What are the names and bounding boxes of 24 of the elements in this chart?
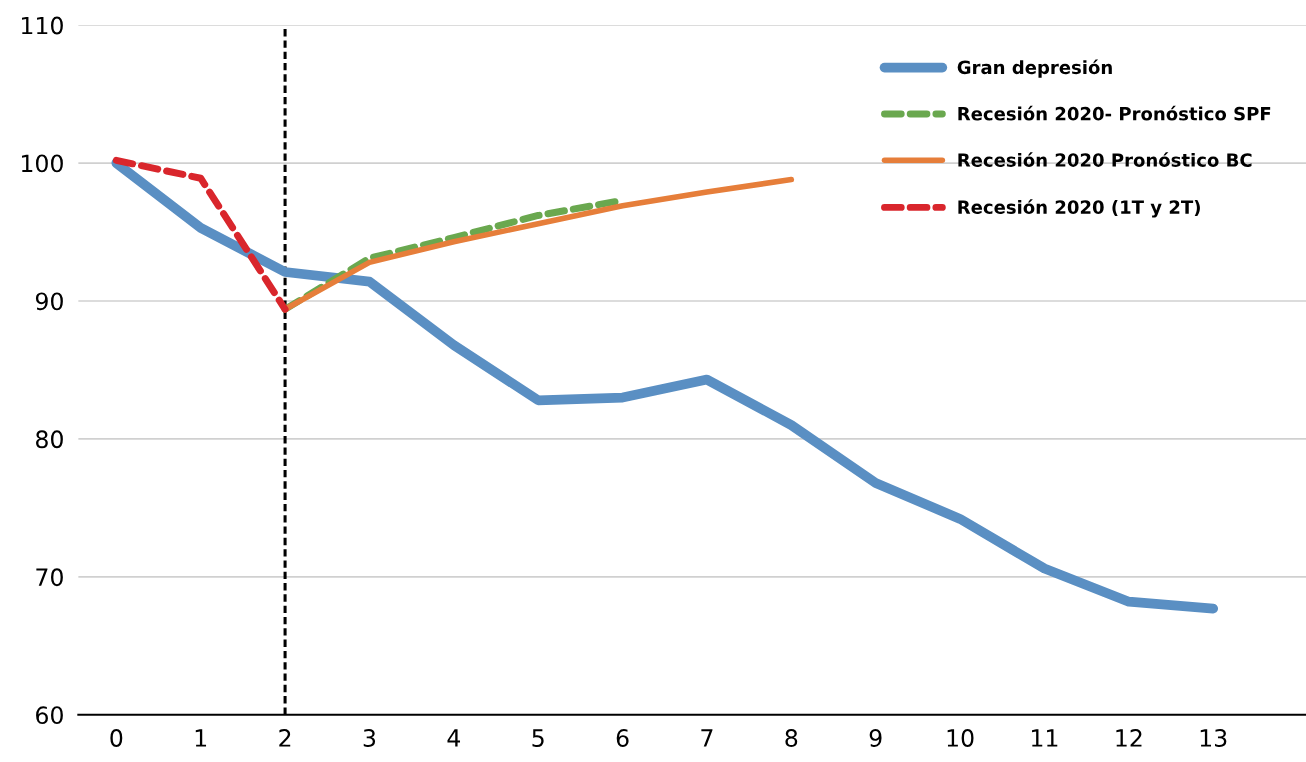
legend-label: Recesión 2020 Pronóstico BC (958, 152, 1252, 167)
x-tick-label: 7 (701, 729, 713, 747)
x-tick-label: 11 (1032, 729, 1058, 747)
x-tick-label: 12 (1116, 729, 1142, 747)
x-tick-label: 9 (869, 729, 882, 747)
x-tick-label: 13 (1200, 729, 1227, 747)
y-tick-label: 80 (36, 430, 63, 449)
x-tick-label: 1 (195, 729, 207, 747)
legend-label: Recesión 2020 (1T y 2T) (958, 199, 1200, 218)
x-tick-label: 2 (279, 729, 291, 747)
y-tick-label: 100 (22, 154, 63, 173)
y-tick-label: 60 (36, 706, 63, 725)
y-tick-label: 90 (35, 292, 63, 311)
y-tick-label: 110 (22, 16, 63, 35)
x-tick-label: 3 (363, 729, 376, 747)
legend-label: Recesión 2020- Pronóstico SPF (958, 105, 1271, 121)
x-tick-label: 0 (110, 729, 123, 747)
y-tick-label: 70 (36, 568, 63, 587)
x-tick-label: 8 (785, 729, 798, 747)
x-tick-label: 10 (947, 729, 974, 747)
x-tick-label: 4 (447, 729, 461, 747)
legend-label: Gran depresión (957, 59, 1112, 78)
x-tick-label: 5 (532, 729, 544, 747)
x-tick-label: 6 (616, 729, 629, 747)
